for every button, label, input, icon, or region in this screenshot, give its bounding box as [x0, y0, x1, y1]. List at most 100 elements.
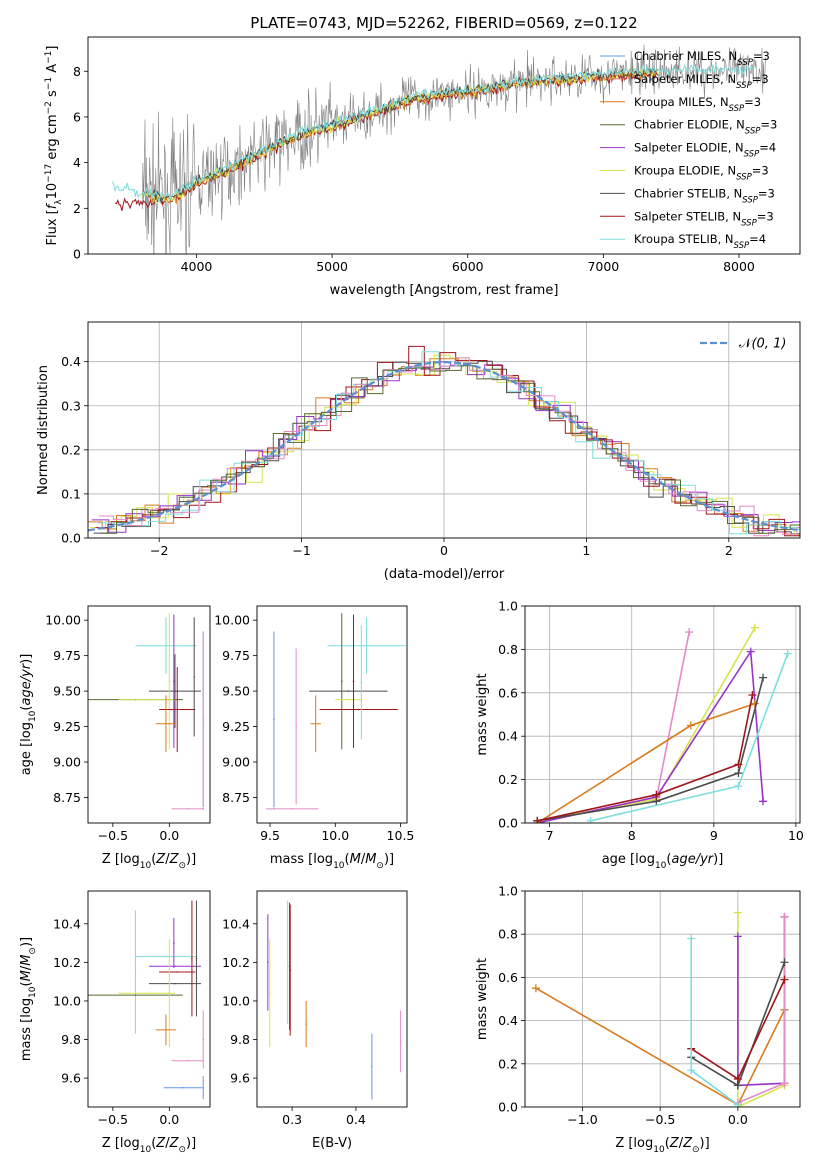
y-tick-label: 10.2	[53, 955, 81, 970]
data-point	[305, 1023, 307, 1025]
x-axis-label: Z [log10(Z/Z⊙)]	[102, 852, 196, 871]
y-axis-label: mass weight	[475, 673, 490, 755]
y-tick-label: 10.0	[53, 993, 81, 1008]
data-point	[165, 1029, 167, 1031]
plot-area	[88, 613, 205, 810]
weight-marker	[686, 721, 695, 730]
panel-weight_vs_age: 7 8 9 10 0.0 0.2 0.4 0.6 0.8 1.0 age [log10(age/yr…	[475, 599, 804, 872]
data-point	[191, 957, 193, 960]
weight-marker	[733, 908, 742, 917]
weight-marker	[783, 649, 792, 658]
y-tick-label: 10.4	[53, 916, 81, 931]
weight-marker	[780, 912, 789, 921]
y-tick-label: 8.75	[222, 790, 250, 805]
x-tick-label: −0.5	[98, 1112, 128, 1127]
data-point	[399, 1040, 402, 1043]
data-point	[286, 961, 289, 964]
data-point	[195, 957, 198, 960]
data-point	[186, 1059, 189, 1062]
panel-mass_vs_Z: −0.5 0.0 9.6 9.8 10.0 10.2 10.4 Z [log10(Z/Z⊙)]…	[19, 890, 211, 1155]
data-point	[173, 942, 175, 944]
data-point	[174, 690, 176, 692]
plot-area	[267, 900, 402, 1100]
weight-marker	[780, 1079, 789, 1088]
y-tick-label: 0.4	[498, 729, 518, 744]
x-tick-label: 0	[440, 543, 448, 558]
data-point	[365, 644, 368, 647]
data-point	[193, 676, 195, 678]
data-point	[371, 1065, 373, 1068]
weight-marker	[586, 816, 595, 823]
y-tick-label: 2	[73, 201, 81, 216]
panel-age_vs_mass: 9.5 10.0 10.5 8.75 9.00 9.25 9.50 9.75 10.00 mass…	[214, 605, 415, 871]
weight-marker	[533, 816, 542, 823]
y-tick-label: 0.8	[498, 642, 518, 657]
legend-label: Salpeter ELODIE, NSSP=4	[634, 141, 776, 160]
y-tick-label: 9.8	[230, 1032, 250, 1047]
data-point	[347, 698, 350, 701]
data-point	[182, 1086, 184, 1089]
y-tick-label: 0.0	[498, 816, 518, 831]
x-axis-label: wavelength [Angstrom, rest frame]	[330, 283, 559, 298]
x-tick-label: 8	[628, 828, 636, 843]
data-point	[352, 680, 355, 682]
x-tick-label: 10.5	[387, 828, 415, 843]
weight-marker	[733, 1100, 742, 1107]
y-tick-label: 10.00	[45, 613, 81, 628]
weight-series-salpeter_elodie	[537, 649, 764, 823]
x-tick-label: 0.0	[728, 1112, 748, 1127]
y-tick-label: 0.4	[61, 354, 81, 369]
x-tick-label: 5000	[316, 259, 348, 274]
y-tick-label: 9.6	[230, 1071, 250, 1086]
y-tick-label: 9.50	[222, 684, 250, 699]
x-tick-label: 0.0	[159, 828, 179, 843]
x-tick-label: 4000	[181, 259, 213, 274]
x-axis-label: age [log10(age/yr)]	[602, 852, 724, 871]
data-point	[291, 808, 294, 810]
residual-histogram-chabrier_elodie	[101, 365, 800, 534]
legend-label: Chabrier MILES, NSSP=3	[634, 49, 770, 68]
model-spectrum-chabrier_stelib	[141, 65, 658, 205]
panel-spectrum: 4000 5000 6000 7000 8000 0 2 4 6 8 wavelength [Ang…	[44, 36, 801, 298]
weight-series-chabrier_stelib	[537, 677, 764, 822]
y-tick-label: 0.0	[498, 1100, 518, 1115]
axes-frame	[524, 605, 801, 824]
data-point	[295, 725, 297, 728]
data-point	[134, 971, 137, 973]
y-axis-label: mass weight	[475, 958, 490, 1040]
panel-weight_vs_Z: −1.0 −0.5 0.0 0.0 0.2 0.4 0.6 0.8 1.0 Z [log10(Z/…	[475, 884, 801, 1155]
plot-area	[88, 322, 800, 538]
weight-series-salpeter_stelib	[537, 694, 754, 822]
x-tick-label: 7000	[587, 259, 619, 274]
legend-label: Salpeter MILES, NSSP=3	[634, 72, 769, 91]
y-tick-label: 0.2	[498, 1056, 518, 1071]
x-tick-label: 1	[582, 543, 590, 558]
residual-histogram-salpeter_stelib	[95, 345, 800, 537]
x-tick-label: −1	[292, 543, 310, 558]
x-tick-label: 10.0	[321, 828, 349, 843]
x-axis-label: E(B-V)	[312, 1136, 352, 1151]
weight-marker	[734, 769, 743, 778]
panel-age_vs_Z: −0.5 0.0 8.75 9.00 9.25 9.50 9.75 10.00 Z [log10…	[19, 605, 211, 871]
y-axis-label: mass [log10(M/M⊙)]	[19, 937, 38, 1061]
axes-frame	[256, 890, 408, 1108]
x-tick-label: 0.0	[159, 1112, 179, 1127]
weight-marker	[685, 628, 694, 637]
y-tick-label: 0.8	[498, 927, 518, 942]
legend-label: Salpeter STELIB, NSSP=3	[634, 209, 774, 228]
y-tick-label: 9.25	[222, 719, 250, 734]
y-tick-label: 0.2	[498, 772, 518, 787]
x-tick-label: 10	[788, 828, 804, 843]
x-tick-label: −1.0	[567, 1112, 597, 1127]
y-tick-label: 9.00	[222, 755, 250, 770]
data-point	[289, 969, 291, 971]
weight-marker	[733, 932, 742, 941]
data-point	[176, 971, 179, 973]
y-tick-label: 0.2	[61, 442, 81, 457]
x-tick-label: −0.5	[645, 1112, 675, 1127]
data-point	[168, 680, 171, 682]
x-axis-label: Z [log10(Z/Z⊙)]	[615, 1136, 709, 1155]
data-point	[173, 680, 175, 682]
legend-label: Chabrier STELIB, NSSP=3	[634, 186, 775, 205]
axes-frame	[524, 890, 801, 1108]
